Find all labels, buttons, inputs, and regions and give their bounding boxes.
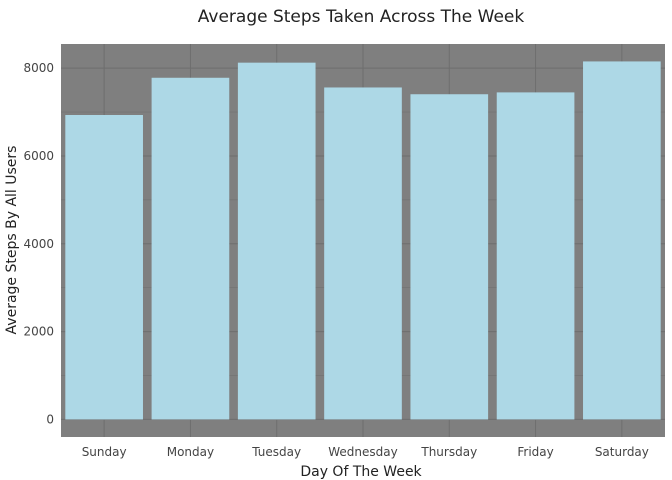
bar-saturday (583, 61, 661, 420)
bar-wednesday (324, 87, 402, 420)
y-tick-label: 4000 (23, 237, 54, 251)
bars (65, 61, 661, 420)
x-tick-label: Sunday (82, 445, 127, 459)
x-axis-ticks: Sunday Monday Tuesday Wednesday Thursday Frid… (82, 445, 649, 459)
y-tick-label: 6000 (23, 149, 54, 163)
x-axis-title: Day Of The Week (300, 464, 422, 480)
x-tick-label: Wednesday (328, 445, 397, 459)
bar-tuesday (237, 62, 316, 420)
bar-monday (151, 77, 230, 420)
bar-thursday (410, 94, 489, 420)
x-tick-label: Friday (517, 445, 553, 459)
x-tick-label: Tuesday (251, 445, 301, 459)
y-axis-title: Average Steps By All Users (4, 146, 20, 335)
bar-friday (496, 92, 575, 420)
x-tick-label: Monday (167, 445, 214, 459)
chart-title: Average Steps Taken Across The Week (198, 7, 525, 27)
bar-sunday (65, 115, 143, 420)
y-tick-label: 0 (46, 412, 54, 426)
y-tick-label: 2000 (23, 325, 54, 339)
x-tick-label: Thursday (420, 445, 477, 459)
y-tick-label: 8000 (23, 61, 54, 75)
x-tick-label: Saturday (595, 445, 649, 459)
y-axis-ticks: 0 2000 4000 6000 8000 (23, 61, 54, 426)
